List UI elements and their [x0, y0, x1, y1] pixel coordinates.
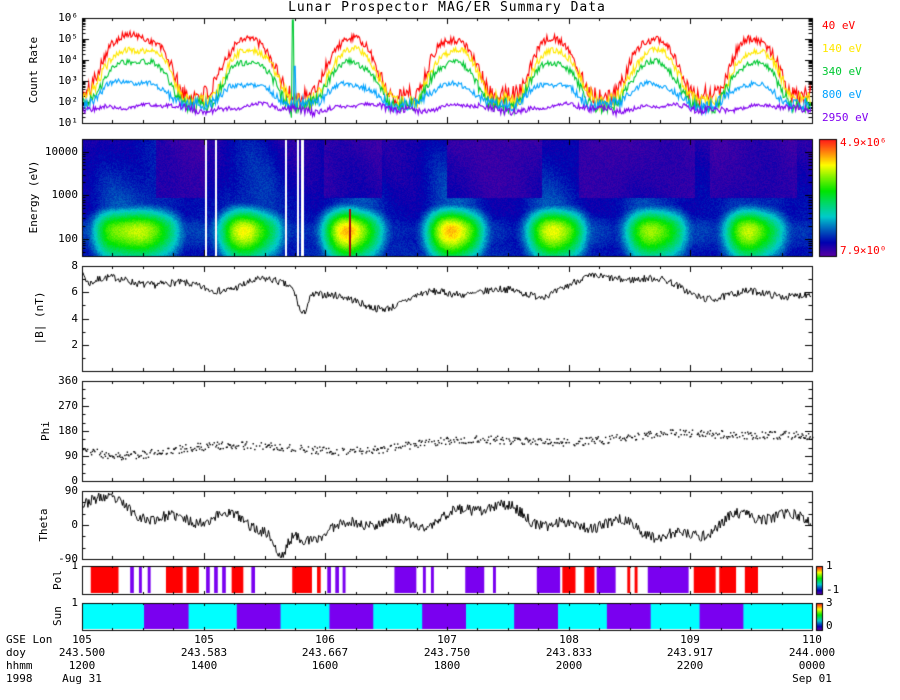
xtick-value-doy: 243.917 — [666, 646, 714, 659]
legend-item: 2950 eV — [822, 111, 869, 124]
xtick-value-1998: Sep 01 — [792, 672, 832, 685]
xtick-value-1998: Aug 31 — [62, 672, 102, 685]
colorbar-min-label: 7.9×10⁰ — [840, 244, 887, 257]
ytick-label: 100 — [58, 232, 78, 245]
ytick-label: 8 — [71, 259, 78, 272]
ylabel-count-rate: Count Rate — [27, 36, 40, 104]
ytick-label: 4 — [71, 312, 78, 325]
xtick-value-hhmm: 1600 — [311, 659, 339, 672]
xtick-value-hhmm: 1800 — [433, 659, 461, 672]
ytick-label: 10⁶ — [58, 11, 78, 24]
xtick-value-doy: 243.667 — [301, 646, 349, 659]
ytick-label: 10² — [58, 95, 78, 108]
ytick-label: 10000 — [44, 145, 78, 158]
xtick-value-doy: 243.750 — [423, 646, 471, 659]
ylabel-b-magnitude: |B| (nT) — [33, 291, 46, 345]
legend-item: 340 eV — [822, 65, 862, 78]
ytick-label: 180 — [58, 424, 78, 437]
ytick-label: 1000 — [51, 188, 79, 201]
xtick-value-doy: 243.833 — [545, 646, 593, 659]
xtick-value-doy: 243.583 — [180, 646, 228, 659]
ylabel-theta: Theta — [37, 508, 50, 542]
pol-left-tick: 1 — [71, 559, 78, 572]
ytick-label: 2 — [71, 338, 78, 351]
ytick-label: -90 — [58, 552, 78, 565]
ytick-label: 10¹ — [58, 116, 78, 129]
xtick-value-gse-lon: 105 — [194, 633, 214, 646]
ytick-label: 10³ — [58, 74, 78, 87]
ytick-label: 90 — [64, 484, 78, 497]
axis-row-label-hhmm: hhmm — [6, 659, 33, 672]
sun-right-tick-min: 0 — [826, 619, 833, 632]
ylabel-energy: Energy (eV) — [27, 160, 40, 234]
ytick-label: 0 — [71, 518, 78, 531]
axis-row-label-year: 1998 — [6, 672, 33, 685]
chart-title: Lunar Prospector MAG/ER Summary Data — [288, 0, 606, 15]
xtick-value-gse-lon: 109 — [680, 633, 700, 646]
xtick-value-gse-lon: 110 — [802, 633, 822, 646]
ytick-label: 0 — [71, 474, 78, 487]
xtick-value-hhmm: 1400 — [190, 659, 218, 672]
colorbar-max-label: 4.9×10⁶ — [840, 136, 887, 149]
ylabel-pol: Pol — [51, 570, 64, 590]
pol-right-tick-max: 1 — [826, 559, 833, 572]
axis-row-label-doy: doy — [6, 646, 26, 659]
sun-right-tick-max: 3 — [826, 596, 833, 609]
pol-right-tick-min: -1 — [826, 583, 840, 596]
ylabel-phi: Phi — [39, 421, 52, 441]
xtick-value-hhmm: 2200 — [676, 659, 704, 672]
ylabel-sun: Sun — [51, 606, 64, 626]
legend-item: 800 eV — [822, 88, 862, 101]
xtick-value-doy: 244.000 — [788, 646, 836, 659]
xtick-value-gse-lon: 106 — [315, 633, 335, 646]
legend-item: 40 eV — [822, 19, 856, 32]
xtick-value-gse-lon: 105 — [72, 633, 92, 646]
xtick-value-hhmm: 0000 — [798, 659, 826, 672]
ytick-label: 270 — [58, 399, 78, 412]
sun-left-tick: 1 — [71, 596, 78, 609]
ytick-label: 6 — [71, 285, 78, 298]
legend-item: 140 eV — [822, 42, 862, 55]
ytick-label: 360 — [58, 374, 78, 387]
ytick-label: 10⁴ — [58, 53, 78, 66]
ytick-label: 10⁵ — [58, 32, 78, 45]
axis-row-label-gse-lon: GSE Lon — [6, 633, 53, 646]
xtick-value-hhmm: 1200 — [68, 659, 96, 672]
ytick-label: 90 — [64, 449, 78, 462]
xtick-value-gse-lon: 107 — [437, 633, 457, 646]
xtick-value-gse-lon: 108 — [559, 633, 579, 646]
xtick-value-hhmm: 2000 — [555, 659, 583, 672]
xtick-value-doy: 243.500 — [58, 646, 106, 659]
